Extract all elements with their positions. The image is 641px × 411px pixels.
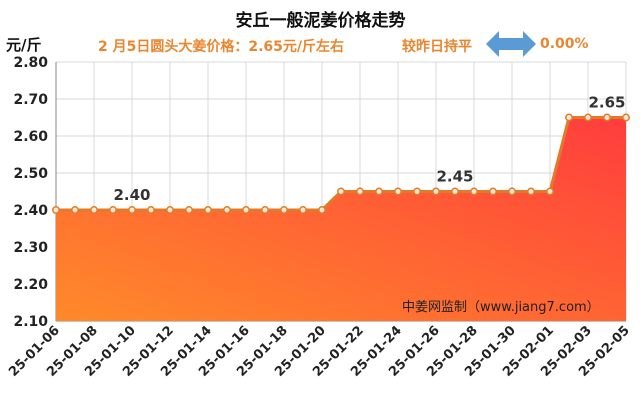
data-point xyxy=(622,113,630,122)
data-label: 2.40 xyxy=(113,186,150,204)
data-label: 2.45 xyxy=(436,168,473,186)
data-point xyxy=(147,206,155,214)
data-point xyxy=(508,187,516,196)
y-tick-label: 2.30 xyxy=(13,240,48,256)
data-point xyxy=(299,206,307,214)
y-tick-label: 2.40 xyxy=(13,203,48,219)
data-point xyxy=(185,206,193,214)
data-point xyxy=(603,113,611,122)
y-tick-label: 2.10 xyxy=(13,314,48,330)
data-point xyxy=(356,187,364,196)
data-point xyxy=(375,187,383,196)
compare-value: 0.00% xyxy=(540,36,589,52)
y-tick-label: 2.50 xyxy=(13,166,48,182)
data-point xyxy=(394,187,402,196)
chart-title: 安丘一般泥姜价格走势 xyxy=(235,11,406,31)
data-point xyxy=(242,206,250,214)
price-area xyxy=(56,117,626,321)
data-point xyxy=(280,206,288,214)
data-point xyxy=(261,206,269,214)
double-arrow-icon xyxy=(486,31,536,57)
data-point xyxy=(489,187,497,196)
data-point xyxy=(318,206,326,214)
data-point xyxy=(90,206,98,214)
data-point xyxy=(432,187,440,196)
price-note: 2 月5日圆头大姜价格：2.65元/斤左右 xyxy=(98,39,345,55)
y-tick-label: 2.20 xyxy=(13,277,48,293)
data-point xyxy=(413,187,421,196)
data-point xyxy=(470,187,478,196)
data-point xyxy=(565,113,573,122)
data-point xyxy=(166,206,174,214)
data-point xyxy=(204,206,212,214)
data-point xyxy=(71,206,79,214)
data-point xyxy=(109,206,117,214)
data-point xyxy=(128,206,136,214)
data-point xyxy=(451,187,459,196)
data-point xyxy=(337,187,345,196)
data-point xyxy=(527,187,535,196)
watermark: 中姜网监制（www.jiang7.com） xyxy=(402,300,600,315)
y-axis-unit: 元/斤 xyxy=(6,36,42,54)
data-point xyxy=(546,187,554,196)
y-tick-label: 2.70 xyxy=(13,92,48,108)
data-label: 2.65 xyxy=(588,94,625,112)
data-point xyxy=(584,113,592,122)
data-point xyxy=(223,206,231,214)
y-tick-label: 2.60 xyxy=(13,129,48,145)
data-point xyxy=(52,206,60,214)
y-tick-label: 2.80 xyxy=(13,55,48,71)
compare-label: 较昨日持平 xyxy=(402,39,472,55)
